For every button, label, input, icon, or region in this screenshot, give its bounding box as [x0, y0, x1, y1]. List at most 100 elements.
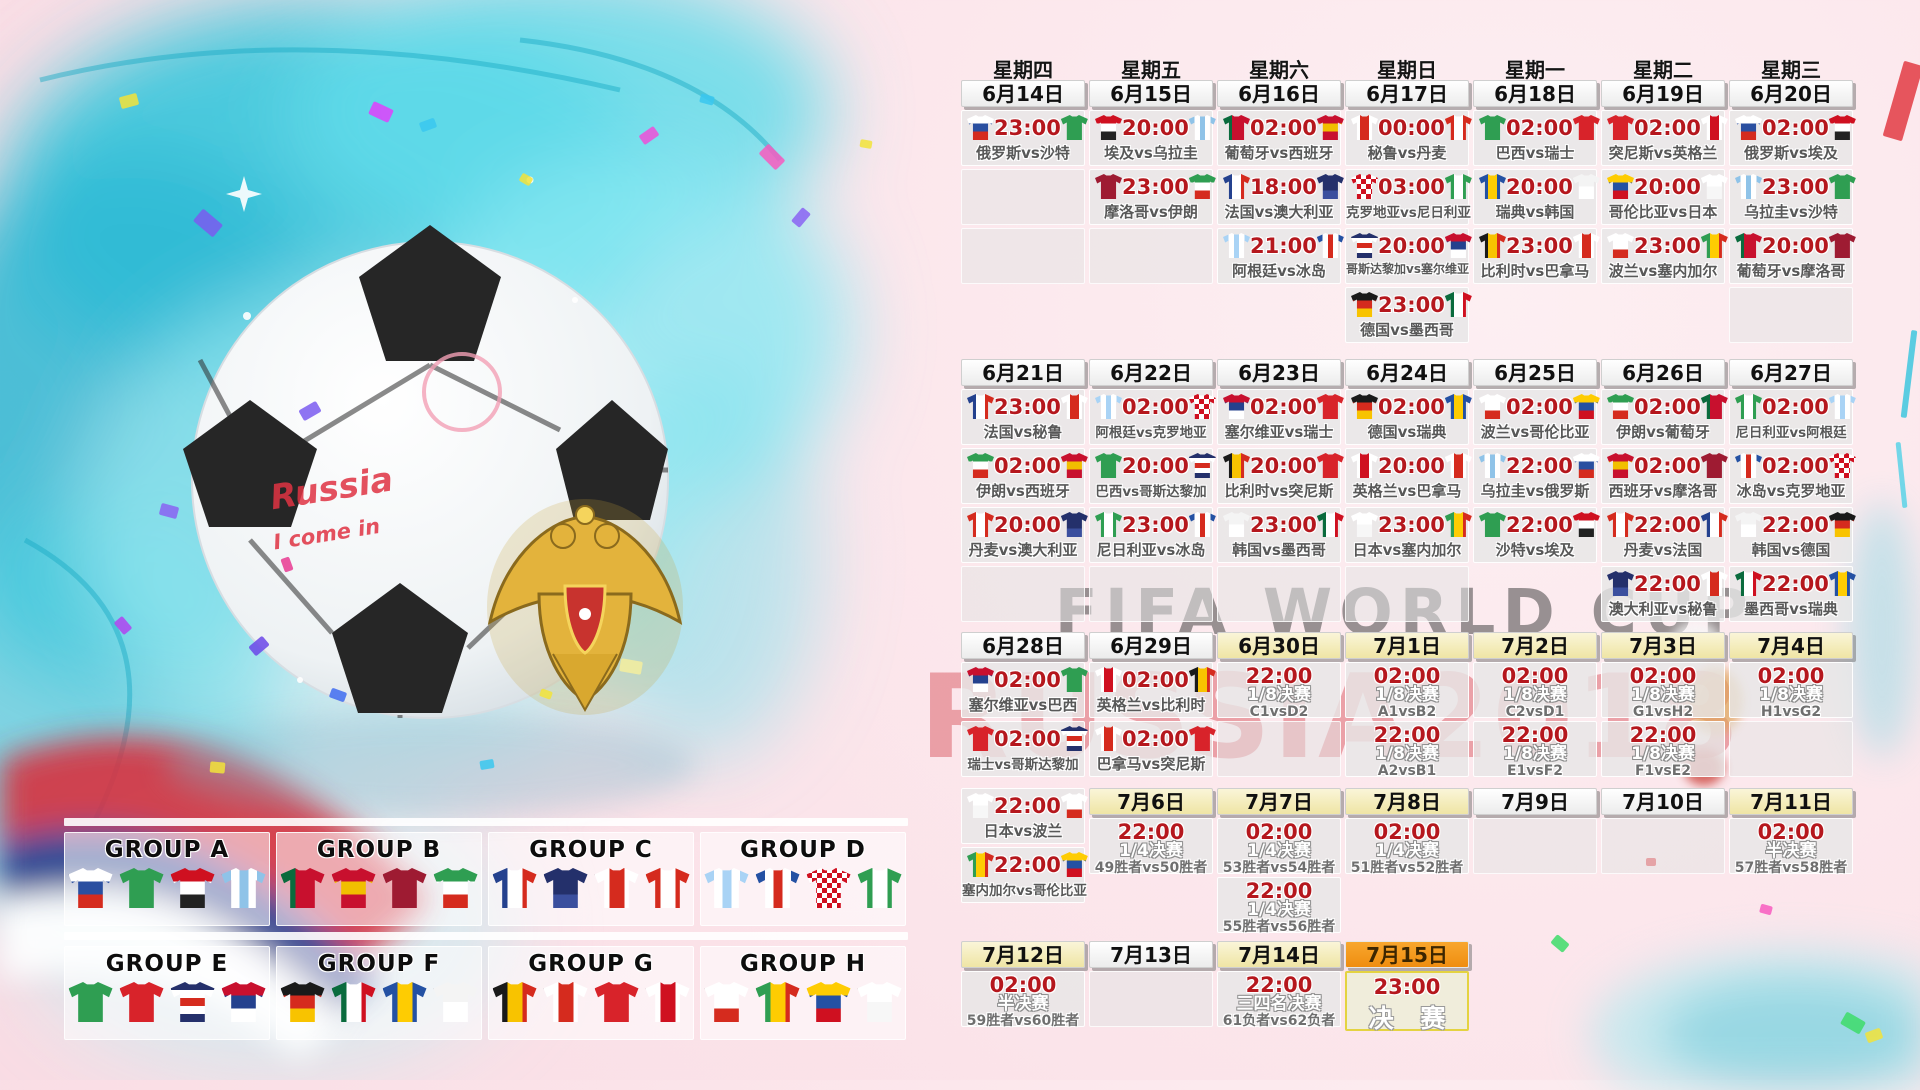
match-cell: 02:00 波兰vs哥伦比亚	[1473, 389, 1600, 445]
match-cell: 23:00 法国vs秘鲁	[961, 389, 1088, 445]
home-jersey-icon	[967, 394, 994, 419]
away-jersey-icon	[1060, 667, 1088, 692]
team-jersey-icon	[119, 982, 164, 1022]
match-time: 22:00	[1117, 820, 1185, 844]
knockout-cell: 22:00 1/4决赛 49胜者vs50胜者	[1089, 818, 1213, 876]
match-row: 22:00 日本vs波兰 22:00 1/4决赛 49胜者vs50胜者 02:00 1/4决…	[961, 788, 1853, 876]
match-time: 22:00	[1506, 512, 1573, 537]
date-row: 6月14日 6月15日 6月16日 6月17日 6月18日 6月19日 6月20日	[961, 80, 1853, 107]
date-row: 6月21日 6月22日 6月23日 6月24日 6月25日 6月26日 6月27日	[961, 359, 1853, 386]
match-teams: 俄罗斯vs埃及	[1744, 144, 1838, 162]
away-jersey-icon	[1700, 453, 1728, 478]
match-cell: 22:00 韩国vs德国	[1729, 507, 1856, 563]
pairing-label: A1vsB2	[1377, 704, 1437, 720]
home-jersey-icon	[1351, 174, 1378, 199]
group-row: GROUP E GROUP F GROUP G GROUP H	[64, 946, 908, 1040]
away-jersey-icon	[1572, 512, 1600, 537]
date-pill: 6月20日	[1729, 80, 1853, 107]
match-teams: 阿根廷vs冰岛	[1232, 262, 1326, 280]
match-time: 22:00	[1501, 723, 1569, 747]
match-time: 23:00	[1122, 512, 1189, 537]
pairing-label: C2vsD1	[1505, 704, 1565, 720]
match-cell: 22:00 塞内加尔vs哥伦比亚	[961, 847, 1088, 903]
weekday-label: 星期四	[993, 58, 1053, 82]
match-row: 23:00 俄罗斯vs沙特 20:00 埃及vs乌拉圭 02:00 葡萄牙vs西班牙 00:…	[961, 110, 1856, 166]
date-pill: 6月30日	[1217, 632, 1341, 659]
match-time: 02:00	[1506, 394, 1573, 419]
date-pill: 7月9日	[1473, 788, 1597, 815]
match-cell: 03:00 克罗地亚vs尼日利亚	[1345, 169, 1472, 225]
home-jersey-icon	[967, 453, 994, 478]
date-pill: 7月1日	[1345, 632, 1469, 659]
date-pill: 6月26日	[1601, 359, 1725, 386]
stage-label: 1/8决赛	[1503, 685, 1567, 705]
home-jersey-icon	[1351, 512, 1378, 537]
match-time: 02:00	[1634, 394, 1701, 419]
match-cell: 20:00 丹麦vs澳大利亚	[961, 507, 1088, 563]
team-jersey-icon	[594, 982, 639, 1022]
away-jersey-icon	[1188, 174, 1216, 199]
away-jersey-icon	[1444, 174, 1472, 199]
away-jersey-icon	[1060, 726, 1088, 751]
match-cell: 23:00 乌拉圭vs沙特	[1729, 169, 1856, 225]
away-jersey-icon	[1060, 852, 1088, 877]
match-time: 02:00	[1757, 820, 1825, 844]
match-time: 20:00	[1250, 453, 1317, 478]
home-jersey-icon	[1223, 512, 1250, 537]
team-jersey-icon	[492, 868, 537, 908]
match-teams: 沙特vs埃及	[1495, 541, 1575, 559]
group-jerseys	[65, 982, 269, 1022]
group-divider-bar	[64, 818, 908, 826]
match-time: 22:00	[994, 793, 1061, 818]
stage-label: 1/8决赛	[1631, 744, 1695, 764]
match-time: 02:00	[1506, 115, 1573, 140]
match-teams: 波兰vs哥伦比亚	[1480, 423, 1590, 441]
weekday-row: 星期四 星期五 星期六 星期日 星期一 星期二 星期三	[961, 54, 1853, 82]
away-jersey-icon	[1316, 174, 1344, 199]
match-row: 02:00 瑞士vs哥斯达黎加 02:00 巴拿马vs突尼斯 22:00 1/8决赛 A2v…	[961, 721, 1853, 779]
away-jersey-icon	[1444, 233, 1472, 258]
away-jersey-icon	[1700, 394, 1728, 419]
team-jersey-icon	[221, 868, 266, 908]
knockout-cell: 02:00 半决赛 57胜者vs58胜者	[1729, 818, 1853, 876]
away-jersey-icon	[1060, 394, 1088, 419]
match-cell: 02:00 尼日利亚vs阿根廷	[1729, 389, 1856, 445]
stage-label: 半决赛	[1765, 841, 1817, 861]
match-cell: 23:00 日本vs塞内加尔	[1345, 507, 1472, 563]
match-time: 18:00	[1250, 174, 1317, 199]
date-pill: 6月23日	[1217, 359, 1341, 386]
match-time: 02:00	[1373, 820, 1441, 844]
match-row: 23:00 摩洛哥vs伊朗 18:00 法国vs澳大利亚 03:00 克罗地亚vs尼日利亚…	[961, 169, 1856, 225]
confetti-piece	[1882, 60, 1920, 142]
away-jersey-icon	[1828, 571, 1856, 596]
knockout-cell: 22:00 1/8决赛 A2vsB1	[1345, 721, 1469, 779]
home-jersey-icon	[1479, 233, 1506, 258]
match-teams: 瑞典vs韩国	[1495, 203, 1575, 221]
match-teams: 丹麦vs法国	[1623, 541, 1703, 559]
match-time: 03:00	[1378, 174, 1445, 199]
match-time: 02:00	[1634, 453, 1701, 478]
match-cell: 20:00 埃及vs乌拉圭	[1089, 110, 1216, 166]
match-cell: 20:00 哥斯达黎加vs塞尔维亚	[1345, 228, 1472, 284]
team-jersey-icon	[280, 982, 325, 1022]
group-box: GROUP E	[64, 946, 270, 1040]
team-jersey-icon	[119, 868, 164, 908]
team-jersey-icon	[331, 868, 376, 908]
away-jersey-icon	[1700, 233, 1728, 258]
match-time: 22:00	[1373, 723, 1441, 747]
home-jersey-icon	[1095, 115, 1122, 140]
away-jersey-icon	[1828, 453, 1856, 478]
group-title: GROUP B	[316, 837, 442, 863]
pairing-label: 53胜者vs54胜者	[1222, 860, 1336, 876]
home-jersey-icon	[1735, 394, 1762, 419]
knockout-cell: 22:00 1/8决赛 C1vsD2	[1217, 662, 1341, 720]
date-pill: 7月11日	[1729, 788, 1853, 815]
away-jersey-icon	[1444, 394, 1472, 419]
date-pill: 6月27日	[1729, 359, 1853, 386]
team-jersey-icon	[68, 982, 113, 1022]
away-jersey-icon	[1188, 512, 1216, 537]
home-jersey-icon	[1223, 394, 1250, 419]
team-jersey-icon	[543, 982, 588, 1022]
empty-slot	[1089, 566, 1213, 622]
group-title: GROUP E	[105, 951, 229, 977]
